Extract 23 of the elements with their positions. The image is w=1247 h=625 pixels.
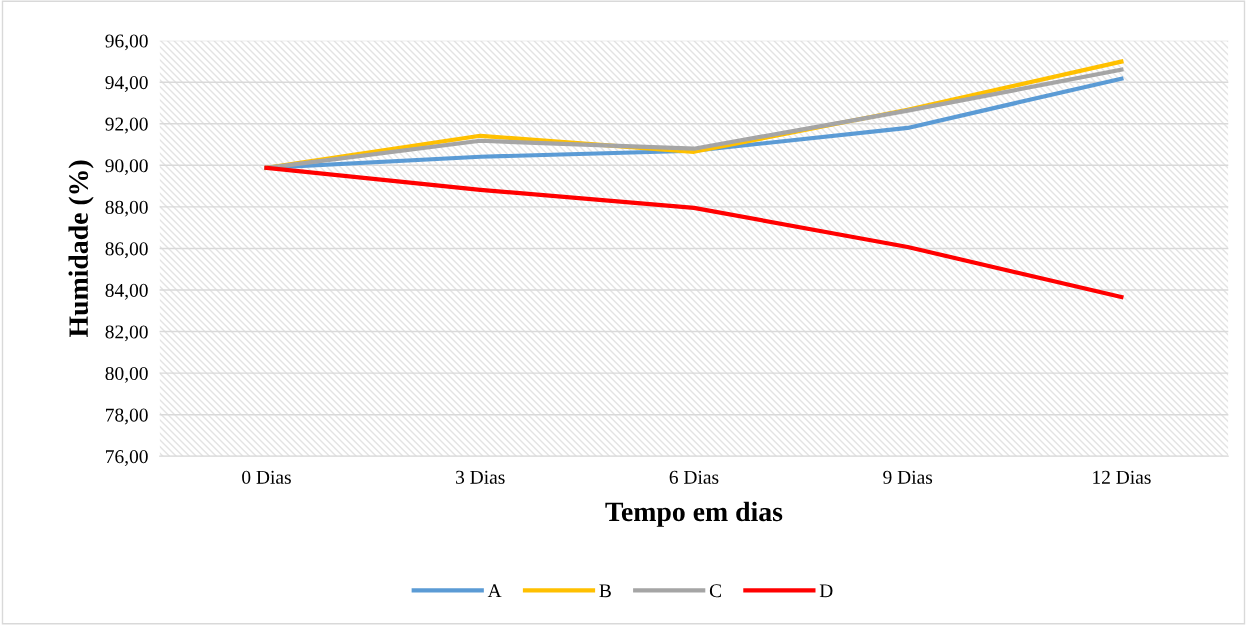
y-tick-label: 76,00	[106, 450, 148, 466]
legend-label: C	[709, 584, 721, 598]
y-tick-label: 78,00	[106, 408, 148, 425]
legend-label: B	[599, 584, 611, 598]
x-axis-title: Tempo em dias	[605, 501, 783, 527]
x-tick-label: 3 Dias	[456, 470, 505, 484]
legend-label: A	[487, 584, 502, 598]
y-tick-label: 82,00	[105, 325, 148, 342]
line-series	[264, 165, 1124, 300]
y-tick-label: 80,00	[105, 366, 148, 383]
y-tick-label: 90,00	[105, 159, 148, 176]
x-tick-label: 9 Dias	[883, 470, 933, 484]
y-tick-label: 94,00	[105, 76, 148, 92]
y-axis-title: Humidade (%)	[68, 160, 94, 338]
y-tick-label: 92,00	[105, 117, 148, 134]
x-tick-label: 6 Dias	[669, 470, 719, 484]
y-tick-label: 96,00	[105, 34, 148, 51]
legend-label: D	[819, 584, 833, 598]
y-tick-label: 84,00	[105, 283, 148, 300]
y-tick-label: 88,00	[105, 200, 148, 217]
x-tick-label: 12 Dias	[1093, 470, 1151, 484]
x-tick-label: 0 Dias	[242, 470, 291, 484]
y-tick-label: 86,00	[105, 242, 148, 259]
